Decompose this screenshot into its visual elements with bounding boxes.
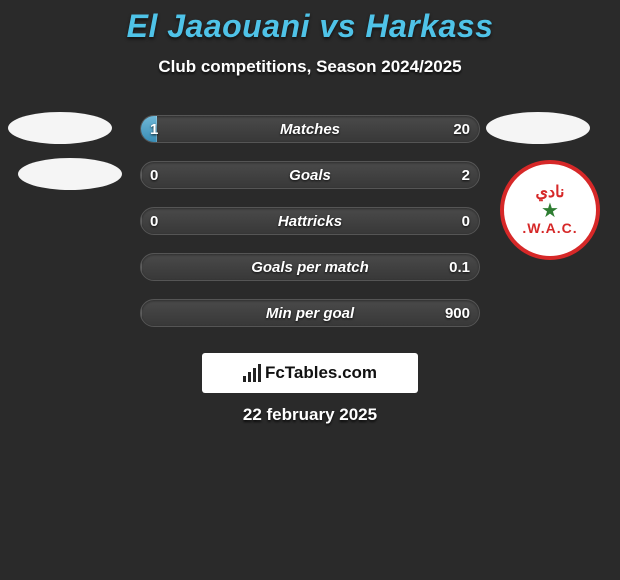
brand-text: FcTables.com [265,363,377,383]
stat-bar: Goals per match [140,253,480,281]
stat-row: Hattricks0 0 [0,197,620,243]
stat-label: Matches [141,116,479,142]
stat-bar: Hattricks [140,207,480,235]
stat-row: Matches1 20 [0,105,620,151]
stat-value-right: 0 [462,207,470,235]
stat-value-right: 0.1 [449,253,470,281]
stats-list: Matches120Goals02Hattricks00Goals per ma… [0,105,620,335]
stat-label: Goals [141,162,479,188]
stat-value-right: 2 [462,161,470,189]
stat-label: Hattricks [141,208,479,234]
stat-row: Goals per match0.1 [0,243,620,289]
stat-row: Goals0 2 [0,151,620,197]
stat-value-left: 1 [150,115,158,143]
stat-bar: Goals [140,161,480,189]
comparison-card: El Jaaouani vs Harkass Club competitions… [0,0,620,425]
chart-icon [243,364,261,382]
date-label: 22 february 2025 [0,405,620,425]
stat-value-left: 0 [150,161,158,189]
stat-value-left: 0 [150,207,158,235]
stat-label: Min per goal [141,300,479,326]
brand-footer: FcTables.com [202,353,418,393]
stat-label: Goals per match [141,254,479,280]
stat-bar: Matches [140,115,480,143]
stat-bar: Min per goal [140,299,480,327]
stat-value-right: 900 [445,299,470,327]
stat-row: Min per goal900 [0,289,620,335]
stat-value-right: 20 [453,115,470,143]
subtitle: Club competitions, Season 2024/2025 [0,57,620,77]
page-title: El Jaaouani vs Harkass [0,8,620,45]
